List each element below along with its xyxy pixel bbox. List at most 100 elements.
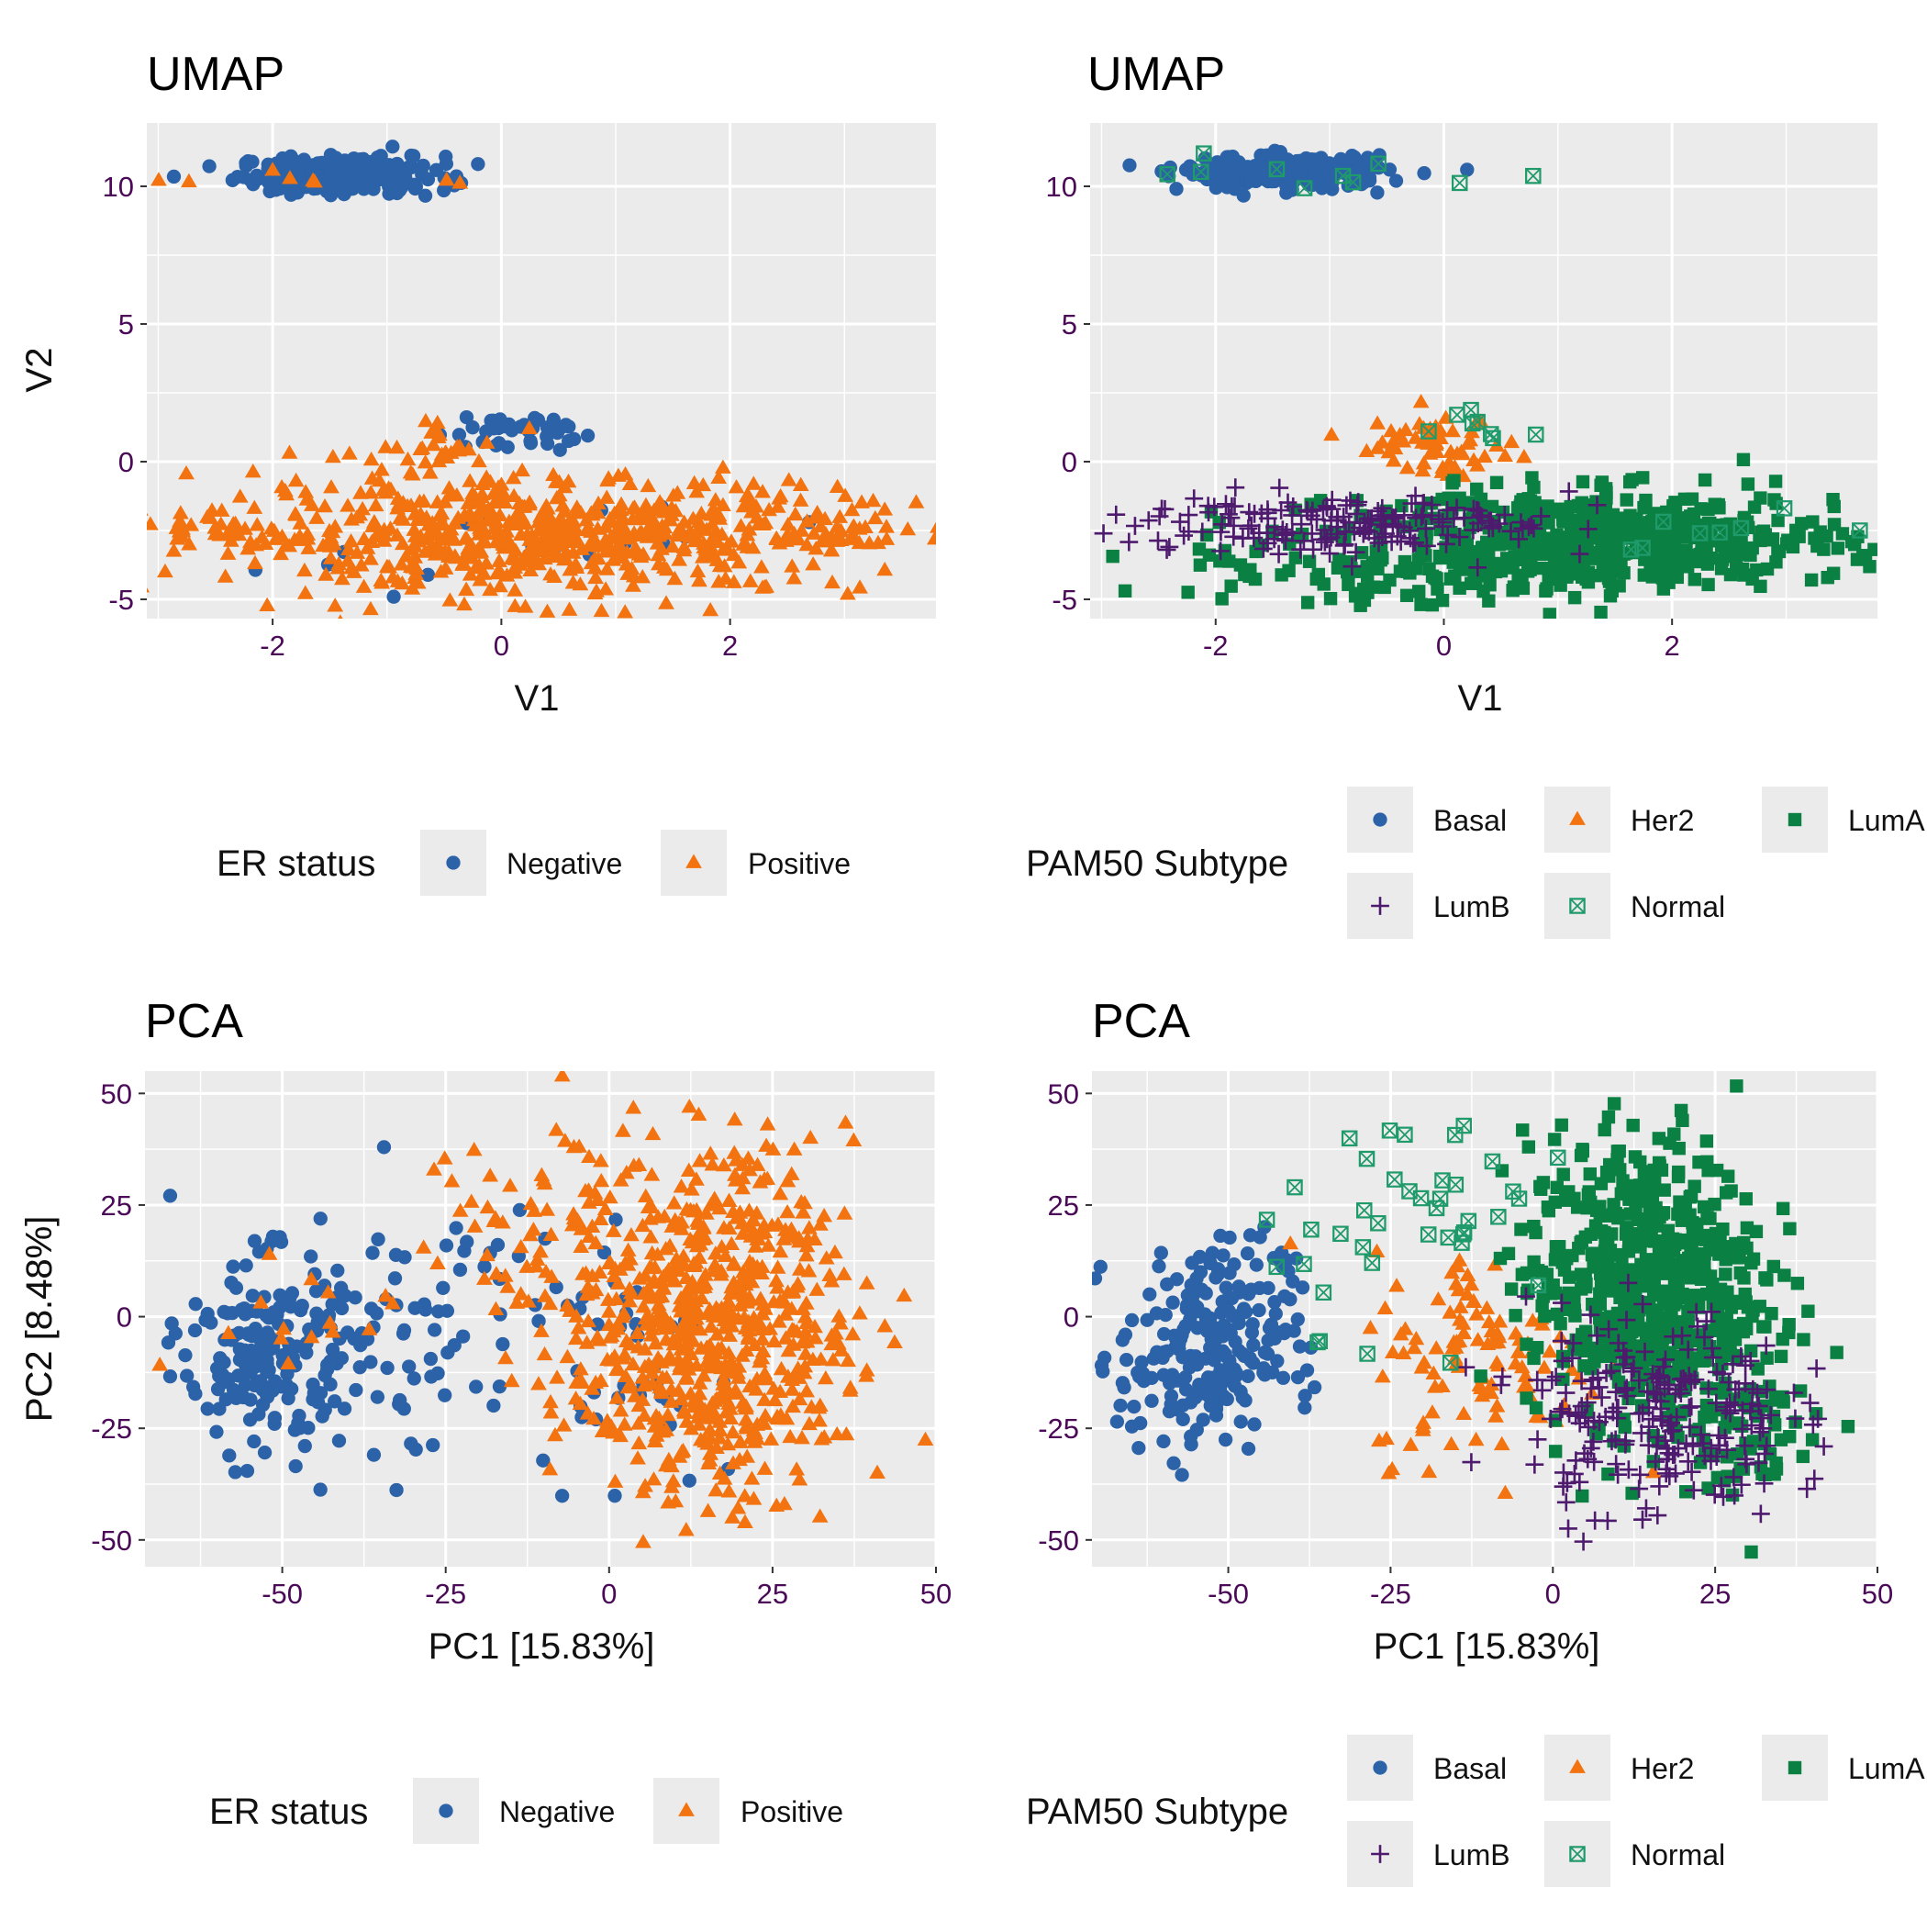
point-positive	[619, 1242, 637, 1256]
point-negative	[306, 1392, 320, 1407]
point-basal	[1249, 1257, 1264, 1272]
point-luma	[1647, 1285, 1661, 1299]
point-positive	[494, 534, 511, 549]
point-basal	[1191, 1304, 1206, 1319]
point-positive	[507, 582, 524, 597]
point-luma	[1676, 1113, 1689, 1127]
point-positive	[730, 1500, 747, 1514]
point-luma	[1654, 1252, 1668, 1267]
point-luma	[1817, 542, 1831, 556]
point-positive	[878, 530, 896, 545]
point-negative	[349, 1382, 363, 1398]
point-positive	[764, 1141, 782, 1156]
point-her2	[1422, 430, 1440, 444]
point-luma	[1750, 563, 1764, 577]
point-luma	[1744, 1545, 1758, 1559]
point-luma	[1686, 1215, 1699, 1230]
point-positive	[503, 550, 520, 564]
x-tick-label: 0	[1436, 630, 1452, 662]
point-lumb	[1554, 1463, 1573, 1482]
point-basal	[1460, 162, 1475, 177]
point-positive	[572, 1395, 589, 1411]
point-her2	[1483, 1376, 1500, 1391]
point-luma	[1398, 554, 1412, 569]
point-positive	[319, 1284, 337, 1299]
point-positive	[798, 1334, 816, 1348]
point-positive	[474, 520, 492, 536]
point-luma	[1411, 553, 1426, 566]
point-lumb	[1723, 1355, 1743, 1374]
point-luma	[1719, 1268, 1732, 1281]
point-luma	[1567, 590, 1582, 605]
point-positive	[720, 1192, 738, 1207]
point-positive	[226, 526, 243, 541]
point-lumb	[1730, 1379, 1748, 1399]
legend-item-lumb: LumB	[1347, 1821, 1510, 1887]
point-lumb	[1501, 521, 1520, 541]
series-normal	[1258, 1117, 1566, 1371]
point-normal	[1549, 1149, 1566, 1167]
point-positive	[701, 1422, 718, 1436]
point-positive	[798, 1383, 816, 1398]
point-positive	[829, 478, 846, 493]
point-positive	[612, 1402, 629, 1417]
point-basal	[1117, 1380, 1131, 1395]
point-positive	[275, 1320, 292, 1335]
point-luma	[1605, 1319, 1619, 1334]
point-positive	[384, 569, 402, 584]
point-lumb	[1633, 1510, 1652, 1529]
point-luma	[1527, 1219, 1541, 1234]
point-lumb	[1691, 1425, 1710, 1445]
legend-item-her2: Her2	[1544, 787, 1694, 853]
point-positive	[249, 517, 266, 531]
legend-label: Positive	[741, 1795, 843, 1828]
point-luma	[1765, 1306, 1778, 1321]
point-her2	[1420, 1463, 1438, 1479]
point-basal	[1292, 1339, 1308, 1354]
point-negative	[370, 150, 385, 165]
point-positive	[709, 1340, 727, 1356]
point-lumb	[1678, 1452, 1698, 1471]
point-negative	[288, 1458, 303, 1474]
point-lumb	[1553, 1351, 1572, 1370]
point-luma	[1574, 1235, 1587, 1250]
point-luma	[1831, 542, 1845, 555]
point-positive	[654, 1369, 671, 1384]
point-basal	[1214, 1305, 1229, 1321]
point-positive	[567, 520, 585, 535]
point-lumb	[1418, 536, 1436, 555]
point-negative	[492, 1379, 507, 1394]
point-her2	[1384, 1344, 1401, 1358]
point-positive	[499, 1279, 517, 1293]
point-lumb	[1342, 557, 1362, 576]
point-positive	[362, 551, 379, 565]
point-positive	[857, 519, 874, 534]
point-her2	[1369, 415, 1386, 430]
point-luma	[1841, 1420, 1855, 1434]
point-positive	[662, 1352, 679, 1367]
point-lumb	[1582, 1379, 1600, 1398]
point-positive	[580, 1312, 597, 1328]
point-basal	[1370, 185, 1385, 200]
point-luma	[1758, 1271, 1772, 1285]
point-positive	[657, 1241, 674, 1256]
point-lumb	[1724, 1468, 1743, 1487]
point-positive	[551, 511, 569, 526]
point-basal	[1169, 182, 1184, 196]
point-positive	[958, 560, 975, 574]
point-lumb	[1798, 1480, 1817, 1499]
point-lumb	[1581, 1305, 1600, 1324]
point-positive	[388, 439, 406, 454]
point-negative	[427, 1323, 442, 1337]
point-positive	[667, 502, 685, 518]
point-basal	[1267, 1295, 1282, 1310]
point-positive	[628, 542, 645, 556]
point-positive	[574, 1374, 591, 1389]
point-negative	[346, 151, 362, 166]
point-lumb	[1119, 532, 1139, 552]
point-positive	[559, 1297, 575, 1312]
point-positive	[720, 1293, 738, 1309]
point-luma	[1666, 498, 1680, 513]
point-negative	[420, 567, 436, 582]
point-positive	[753, 1258, 771, 1273]
